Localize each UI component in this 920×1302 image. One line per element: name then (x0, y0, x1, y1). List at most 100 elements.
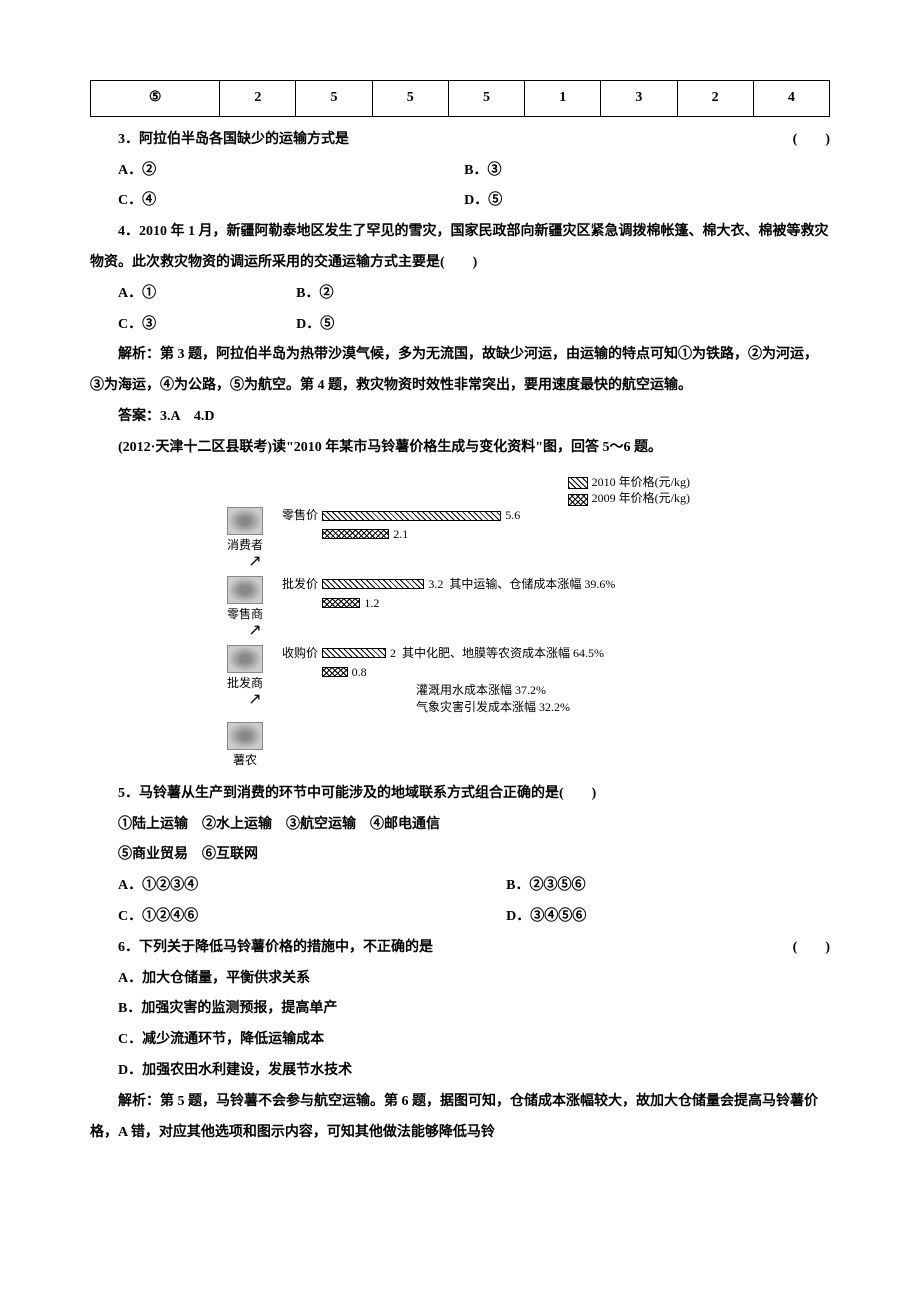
chart-body: 消费者↗零售价5.62.1零售商↗批发价3.2其中运输、仓储成本涨幅 39.6%… (220, 507, 700, 769)
tier-thumbnail (227, 722, 263, 750)
q3-stem: 3．阿拉伯半岛各国缺少的运输方式是 ( ) (90, 125, 830, 156)
cell: 5 (448, 81, 524, 117)
q5-opts-row2: C．①②④⑥ D．③④⑤⑥ (90, 902, 830, 933)
tier-role-label: 零售商 (220, 606, 270, 623)
bar-row-2010: 收购价 2 其中化肥、地膜等农资成本涨幅 64.5% (274, 645, 700, 662)
bar-row-2009: 1.2 (274, 595, 700, 612)
chart-tier: 零售商↗批发价3.2其中运输、仓储成本涨幅 39.6%1.2 (220, 576, 700, 639)
cell: 2 (677, 81, 753, 117)
lead-5-6: (2012·天津十二区县联考)读"2010 年某市马铃薯价格生成与变化资料"图，… (90, 433, 830, 464)
legend-label-2009: 2009 年价格(元/kg) (592, 491, 690, 505)
table-row: ⑤ 2 5 5 5 1 3 2 4 (91, 81, 830, 117)
tier-icon-column: 批发商↗ (220, 645, 270, 708)
bar-row-2010: 批发价 3.2 其中运输、仓储成本涨幅 39.6% (274, 576, 700, 593)
tier-icon-column: 消费者↗ (220, 507, 270, 570)
tier-bars: 零售价5.6 2.1 (270, 507, 700, 545)
q5-opt-b: B．②③⑤⑥ (506, 871, 585, 902)
legend-swatch-2010 (568, 477, 588, 489)
bar-row-2009: 0.8 (274, 664, 700, 681)
cost-note: 其中运输、仓储成本涨幅 39.6% (449, 576, 615, 593)
bar-2010 (322, 648, 386, 658)
legend-label-2010: 2010 年价格(元/kg) (592, 475, 690, 489)
price-label: 收购价 (274, 645, 322, 662)
bar-row-2009: 2.1 (274, 526, 700, 543)
bar-value-2009: 2.1 (393, 526, 408, 543)
cell: 5 (372, 81, 448, 117)
cost-note: 灌溉用水成本涨幅 37.2% (416, 682, 700, 699)
cell: 2 (220, 81, 296, 117)
q5-opt-c: C．①②④⑥ (118, 902, 198, 933)
q3-opt-d: D．⑤ (464, 186, 502, 217)
q5-opt-d: D．③④⑤⑥ (506, 902, 586, 933)
price-label: 批发价 (274, 576, 322, 593)
bar-value-2010: 2 (390, 645, 396, 662)
bar-value-2009: 0.8 (352, 664, 367, 681)
flow-arrow-icon: ↗ (240, 554, 270, 570)
tier-thumbnail (227, 507, 263, 535)
q5-opt-a: A．①②③④ (118, 871, 198, 902)
tier-role-label: 消费者 (220, 537, 270, 554)
bar-2010 (322, 511, 501, 521)
chart-tier: 消费者↗零售价5.62.1 (220, 507, 700, 570)
bar-row-2010: 零售价5.6 (274, 507, 700, 524)
tier-thumbnail (227, 645, 263, 673)
q3-paren: ( ) (765, 125, 830, 156)
flow-arrow-icon: ↗ (240, 623, 270, 639)
q6-opt-c: C．减少流通环节，降低运输成本 (90, 1025, 830, 1056)
tier-role-label: 批发商 (220, 675, 270, 692)
bar-2009 (322, 667, 348, 677)
chart-tier: 薯农 (220, 722, 700, 769)
tier-bars: 收购价 2 其中化肥、地膜等农资成本涨幅 64.5% 0.8 灌溉用水成本涨幅 37.2… (270, 645, 700, 716)
q3-opt-b: B．③ (464, 156, 501, 187)
q4-opt-b: B．② (296, 279, 333, 310)
cell: 3 (601, 81, 677, 117)
q6-stem: 6．下列关于降低马铃薯价格的措施中，不正确的是 ( ) (90, 933, 830, 964)
q4-opt-d: D．⑤ (296, 310, 334, 341)
tier-bars: 批发价 3.2 其中运输、仓储成本涨幅 39.6% 1.2 (270, 576, 700, 614)
cell: 1 (525, 81, 601, 117)
q3-opts-row1: A．② B．③ (90, 156, 830, 187)
price-label: 零售价 (274, 507, 322, 524)
analysis-3-4: 解析：第 3 题，阿拉伯半岛为热带沙漠气候，多为无流国，故缺少河运，由运输的特点… (90, 340, 830, 402)
q3-opt-c: C．④ (118, 186, 156, 217)
tier-thumbnail (227, 576, 263, 604)
q6-opt-d: D．加强农田水利建设，发展节水技术 (90, 1056, 830, 1087)
q6-paren: ( ) (765, 933, 830, 964)
legend-swatch-2009 (568, 494, 588, 506)
data-table: ⑤ 2 5 5 5 1 3 2 4 (90, 80, 830, 117)
bar-2010 (322, 579, 424, 589)
cell: 5 (296, 81, 372, 117)
q4-stem: 4．2010 年 1 月，新疆阿勒泰地区发生了罕见的雪灾，国家民政部向新疆灾区紧… (90, 217, 830, 279)
cost-note: 其中化肥、地膜等农资成本涨幅 64.5% (402, 645, 604, 662)
q6-opt-b: B．加强灾害的监测预报，提高单产 (90, 994, 830, 1025)
tier-role-label: 薯农 (220, 752, 270, 769)
q4-opt-c: C．③ (118, 310, 156, 341)
q3-opt-a: A．② (118, 156, 156, 187)
q5-stem: 5．马铃薯从生产到消费的环节中可能涉及的地域联系方式组合正确的是( ) (90, 779, 830, 810)
q4-opts-row2: C．③ D．⑤ (90, 310, 830, 341)
answer-3-4: 答案：3.A 4.D (90, 402, 830, 433)
chart-legend: 2010 年价格(元/kg) 2009 年价格(元/kg) (220, 474, 690, 508)
q6-text: 6．下列关于降低马铃薯价格的措施中，不正确的是 (118, 940, 433, 955)
tier-icon-column: 零售商↗ (220, 576, 270, 639)
q3-opts-row2: C．④ D．⑤ (90, 186, 830, 217)
bar-value-2009: 1.2 (364, 595, 379, 612)
potato-price-chart: 2010 年价格(元/kg) 2009 年价格(元/kg) 消费者↗零售价5.6… (220, 474, 700, 769)
row-label: ⑤ (91, 81, 220, 117)
q4-opt-a: A．① (118, 279, 156, 310)
tier-icon-column: 薯农 (220, 722, 270, 769)
chart-tier: 批发商↗收购价2其中化肥、地膜等农资成本涨幅 64.5%0.8灌溉用水成本涨幅 … (220, 645, 700, 716)
bar-2009 (322, 598, 360, 608)
bar-value-2010: 3.2 (428, 576, 443, 593)
analysis-5-6: 解析：第 5 题，马铃薯不会参与航空运输。第 6 题，据图可知，仓储成本涨幅较大… (90, 1087, 830, 1149)
q4-opts-row1: A．① B．② (90, 279, 830, 310)
q5-line2: ①陆上运输 ②水上运输 ③航空运输 ④邮电通信 (90, 810, 830, 841)
bar-2009 (322, 529, 389, 539)
flow-arrow-icon: ↗ (240, 692, 270, 708)
cell: 4 (753, 81, 829, 117)
cost-note: 气象灾害引发成本涨幅 32.2% (416, 699, 700, 716)
q3-text: 3．阿拉伯半岛各国缺少的运输方式是 (118, 132, 349, 147)
q5-opts-row1: A．①②③④ B．②③⑤⑥ (90, 871, 830, 902)
q6-opt-a: A．加大仓储量，平衡供求关系 (90, 964, 830, 995)
q5-line3: ⑤商业贸易 ⑥互联网 (90, 840, 830, 871)
